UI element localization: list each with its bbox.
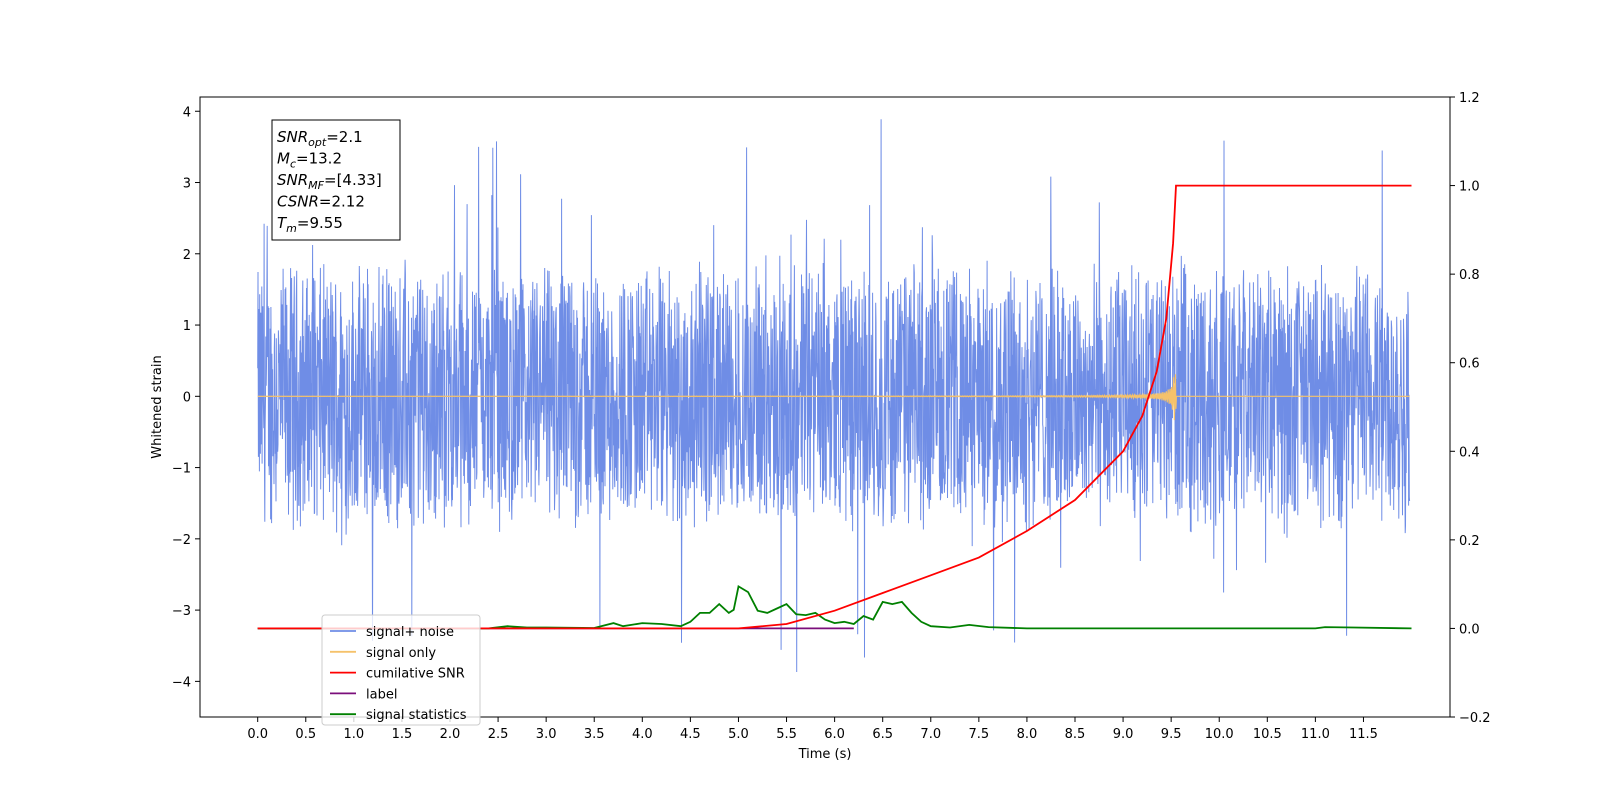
- annotation-line: Tm=9.55: [277, 214, 343, 235]
- x-tick-label: 0.5: [295, 727, 316, 742]
- x-tick-label: 8.5: [1065, 727, 1086, 742]
- x-tick-label: 2.0: [440, 727, 461, 742]
- x-tick-label: 11.0: [1301, 727, 1330, 742]
- legend-label: label: [366, 687, 397, 702]
- plot-frame: [199, 96, 1451, 718]
- series-signal-noise: [257, 119, 1411, 673]
- y-tick-label: −4: [172, 675, 191, 690]
- y2-tick-label: 0.4: [1459, 445, 1480, 460]
- y2-tick-label: 0.0: [1459, 622, 1480, 637]
- plot-area: [257, 119, 1412, 673]
- x-tick-label: 11.5: [1349, 727, 1378, 742]
- x-tick-label: 1.5: [392, 727, 413, 742]
- y-tick-label: 2: [183, 248, 191, 263]
- y2-tick-label: 0.2: [1459, 534, 1480, 549]
- y2-tick-label: 1.0: [1459, 180, 1480, 195]
- x-tick-label: 6.5: [872, 727, 893, 742]
- y2-tick-label: 0.6: [1459, 357, 1480, 372]
- x-tick-label: 4.5: [680, 727, 701, 742]
- y-tick-label: −1: [172, 462, 191, 477]
- y-tick-label: 0: [183, 390, 191, 405]
- x-tick-label: 1.0: [344, 727, 365, 742]
- x-tick-label: 9.0: [1113, 727, 1134, 742]
- annotation-line: SNRMF=[4.33]: [277, 171, 382, 192]
- y-tick-label: 4: [183, 105, 191, 120]
- series-signal-only: [257, 374, 1410, 421]
- legend-label: signal statistics: [366, 708, 467, 723]
- x-tick-label: 6.0: [824, 727, 845, 742]
- y2-tick-label: 0.8: [1459, 268, 1480, 283]
- x-tick-label: 5.5: [776, 727, 797, 742]
- x-tick-label: 2.5: [488, 727, 509, 742]
- y-axis-right: −0.2 0.0 0.2 0.4 0.6 0.8 1.0 1.2: [1450, 91, 1491, 726]
- y2-tick-label: 1.2: [1459, 91, 1480, 106]
- x-axis: 0.0 0.5 1.0 1.5 2.0 2.5 3.0 3.5 4.0 4.5 5.0 5.5 6.0 6…: [247, 717, 1378, 742]
- x-tick-label: 10.5: [1253, 727, 1282, 742]
- x-tick-label: 3.0: [536, 727, 557, 742]
- x-tick-label: 7.5: [969, 727, 990, 742]
- y-axis-label: Whitened strain: [150, 355, 165, 458]
- x-tick-label: 0.0: [247, 727, 268, 742]
- series-signal-statistics: [257, 584, 1412, 630]
- y2-tick-label: −0.2: [1459, 711, 1491, 726]
- x-tick-label: 10.0: [1205, 727, 1234, 742]
- annotation-line: Mc=13.2: [277, 150, 342, 171]
- legend: signal+ noise signal only cumilative SNR la…: [321, 614, 481, 726]
- x-tick-label: 3.5: [584, 727, 605, 742]
- legend-label: signal+ noise: [366, 625, 454, 640]
- x-tick-label: 5.0: [728, 727, 749, 742]
- annotation-line: SNRopt=2.1: [277, 128, 363, 149]
- y-tick-label: 3: [183, 177, 191, 192]
- x-tick-label: 4.0: [632, 727, 653, 742]
- y-tick-label: −3: [172, 604, 191, 619]
- x-tick-label: 9.5: [1161, 727, 1182, 742]
- x-axis-label: Time (s): [798, 747, 852, 762]
- x-tick-label: 7.0: [920, 727, 941, 742]
- y-axis-left: −4 −3 −2 −1 0 1 2 3 4: [172, 105, 200, 690]
- y-tick-label: −2: [172, 533, 191, 548]
- y-tick-label: 1: [183, 319, 191, 334]
- x-tick-label: 8.0: [1017, 727, 1038, 742]
- series-cumulative-snr: [257, 184, 1412, 630]
- legend-label: signal only: [366, 646, 436, 661]
- legend-label: cumilative SNR: [366, 667, 465, 682]
- annotation-line: CSNR=2.12: [277, 193, 365, 211]
